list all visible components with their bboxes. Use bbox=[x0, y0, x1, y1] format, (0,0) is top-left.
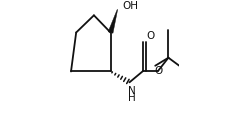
Text: OH: OH bbox=[122, 1, 138, 11]
Text: O: O bbox=[147, 31, 155, 40]
Text: H: H bbox=[128, 92, 136, 102]
Polygon shape bbox=[108, 10, 118, 34]
Text: N: N bbox=[128, 86, 136, 96]
Text: O: O bbox=[154, 66, 163, 76]
